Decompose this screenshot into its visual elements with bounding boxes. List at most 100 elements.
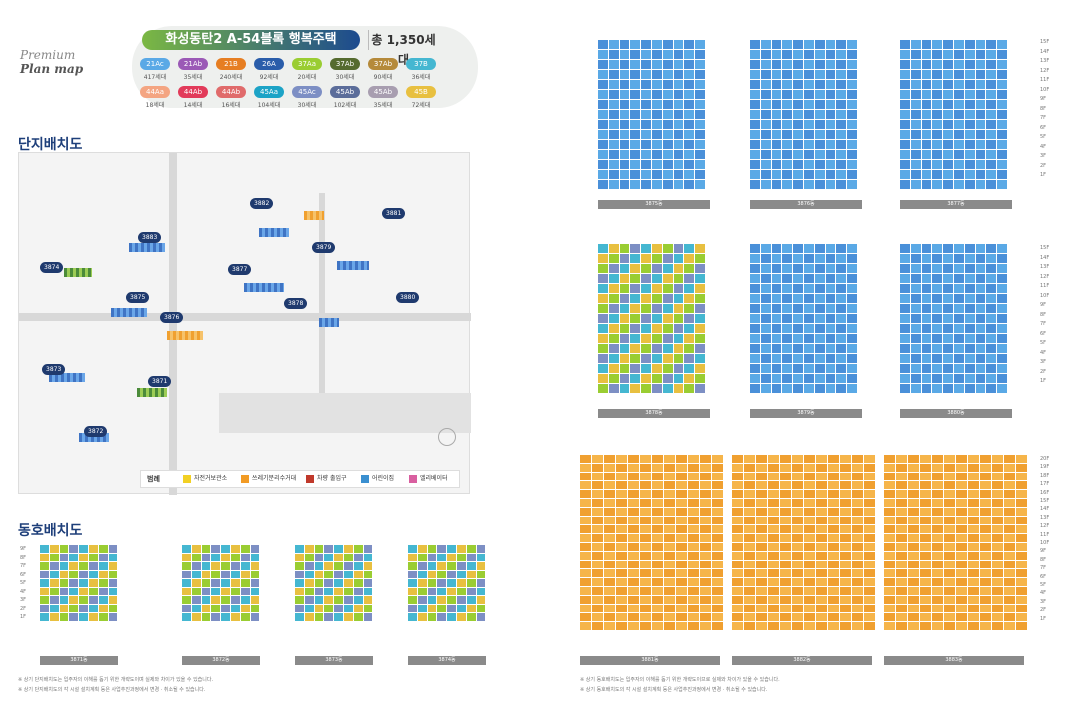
unit-grid	[750, 244, 857, 393]
legend-title: 범례	[147, 475, 160, 483]
building-name: 3876동	[750, 200, 862, 209]
legend-elevator: 엘리베이터	[409, 471, 448, 487]
floor-label: 10F	[1040, 292, 1050, 299]
unit-type-chip: 44Ab	[178, 86, 208, 98]
note-right-2: ※ 상기 동호배치도의 각 시설 설치계획 등은 사업추진과정에서 변경 · 취…	[580, 687, 768, 693]
unit-type-count: 102세대	[333, 102, 357, 109]
unit-type-chip: 21Ab	[178, 58, 208, 70]
floor-label: 12F	[1040, 67, 1050, 74]
floor-label: 8F	[20, 554, 27, 561]
floor-label: 3F	[1040, 153, 1047, 159]
floor-label: 4F	[1040, 590, 1047, 597]
unit-grid	[598, 244, 705, 393]
unit-type-chip: 45Aa	[254, 86, 284, 98]
building-name: 3871동	[40, 656, 118, 665]
unit-type-count: 35세대	[183, 74, 203, 81]
building-label: 3881	[382, 208, 406, 219]
daycare-icon	[361, 474, 369, 483]
floor-label: 7F	[1040, 115, 1047, 121]
unit-type-count: 36세대	[411, 74, 431, 81]
floor-label: 4F	[1040, 143, 1047, 150]
unit-grid	[580, 455, 723, 630]
building-name: 3878동	[598, 409, 710, 418]
unit-type-count: 30세대	[297, 102, 317, 109]
elevator-icon	[409, 474, 417, 483]
legend-bicycle: 자전거보관소	[183, 471, 227, 487]
site-plan-map	[18, 152, 471, 495]
floor-label: 13F	[1040, 264, 1050, 270]
floor-label: 15F	[1040, 39, 1050, 45]
unit-plan-title: 동호배치도	[18, 523, 83, 539]
unit-type-chip: 45Ac	[292, 86, 322, 98]
unit-type-chip: 45Ab	[368, 86, 398, 98]
floor-label: 11F	[1040, 77, 1050, 83]
unit-grid	[408, 545, 486, 621]
floor-label: 9F	[20, 546, 27, 552]
note-left-1: ※ 상기 단지배치도는 입주자의 이해를 돕기 위한 개략도이며 실제와 차이가…	[18, 677, 214, 683]
unit-grid	[295, 545, 373, 621]
floor-label: 1F	[20, 614, 27, 620]
site-legend: 범례 자전거보관소 쓰레기분리수거대 차량 출입구 어린이집 엘리베이터	[140, 470, 460, 488]
building-label: 3874	[40, 262, 64, 273]
unit-type-count: 16세대	[221, 102, 241, 109]
unit-grid	[900, 244, 1007, 393]
unit-type-chip: 21B	[216, 58, 246, 70]
floor-label: 5F	[1040, 134, 1047, 140]
floor-label: 16F	[1040, 489, 1050, 496]
floor-label: 3F	[20, 597, 27, 603]
floor-label: 15F	[1040, 498, 1050, 504]
floor-label: 3F	[1040, 359, 1047, 365]
floor-label: 20F	[1040, 456, 1050, 462]
building-name: 3877동	[900, 200, 1012, 209]
building-name: 3873동	[295, 656, 373, 665]
floor-label: 6F	[1040, 573, 1047, 580]
building-name: 3883동	[884, 656, 1024, 665]
floor-label: 3F	[1040, 598, 1047, 605]
unit-type-count: 104세대	[257, 102, 281, 109]
unit-grid	[732, 455, 875, 630]
floor-label: 6F	[1040, 124, 1047, 131]
floor-label: 10F	[1040, 540, 1050, 546]
unit-grid	[598, 40, 705, 189]
floor-label: 6F	[1040, 330, 1047, 337]
floor-label: 14F	[1040, 254, 1050, 261]
floor-label: 2F	[1040, 368, 1047, 375]
building-label: 3872	[84, 426, 108, 437]
entrance-icon	[306, 474, 314, 483]
floor-label: 8F	[1040, 556, 1047, 563]
floor-label: 2F	[1040, 607, 1047, 614]
floor-label: 14F	[1040, 48, 1050, 55]
floor-label: 7F	[1040, 321, 1047, 327]
unit-type-count: 14세대	[183, 102, 203, 109]
unit-type-chip: 37B	[406, 58, 436, 70]
bicycle-icon	[183, 474, 191, 483]
unit-type-count: 18세대	[145, 102, 165, 109]
complex-title: 화성동탄2 A-54블록 행복주택	[142, 30, 360, 50]
legend-entrance: 차량 출입구	[306, 471, 347, 487]
unit-type-chip: 45Ab	[330, 86, 360, 98]
unit-type-count: 30세대	[335, 74, 355, 81]
floor-label: 12F	[1040, 523, 1050, 530]
unit-type-chip: 26A	[254, 58, 284, 70]
floor-label: 19F	[1040, 464, 1050, 471]
floor-label: 2F	[1040, 162, 1047, 169]
building-label: 3875	[126, 292, 150, 303]
legend-daycare: 어린이집	[361, 471, 394, 487]
building-label: 3879	[312, 242, 336, 253]
building-label: 3878	[284, 298, 308, 309]
unit-type-chip: 37Aa	[292, 58, 322, 70]
floor-label: 1F	[1040, 172, 1047, 178]
unit-type-chip: 21Ac	[140, 58, 170, 70]
floor-label: 7F	[1040, 565, 1047, 572]
building-name: 3879동	[750, 409, 862, 418]
floor-label: 18F	[1040, 472, 1050, 479]
floor-label: 2F	[20, 605, 27, 612]
floor-label: 9F	[1040, 96, 1047, 102]
unit-type-chip: 37Ab	[368, 58, 398, 70]
floor-label: 7F	[20, 563, 27, 569]
building-name: 3880동	[900, 409, 1012, 418]
floor-label: 15F	[1040, 245, 1050, 251]
unit-type-chip: 37Ab	[330, 58, 360, 70]
note-right-1: ※ 상기 동호배치도는 입주자의 이해를 돕기 위한 개략도이므로 실제와 차이…	[580, 677, 780, 683]
unit-type-count: 90세대	[373, 74, 393, 81]
